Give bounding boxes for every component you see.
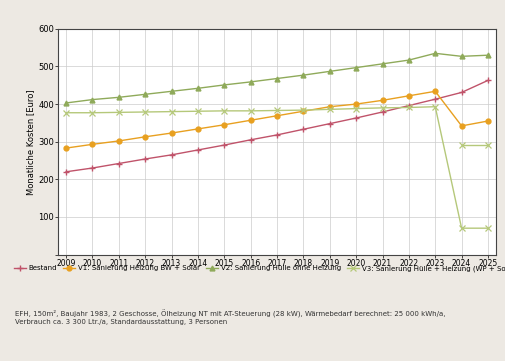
Legend: Bestand, V1: Sanierung Heizung BW + Solar, V2: Sanierung Hülle ohne Heizung, V3:: Bestand, V1: Sanierung Heizung BW + Sola… (14, 265, 505, 272)
Text: EFH, 150m², Baujahr 1983, 2 Geschosse, Ölheizung NT mit AT-Steuerung (28 kW), Wä: EFH, 150m², Baujahr 1983, 2 Geschosse, Ö… (15, 309, 444, 325)
Y-axis label: Monatliche Kosten [Euro]: Monatliche Kosten [Euro] (26, 89, 35, 195)
